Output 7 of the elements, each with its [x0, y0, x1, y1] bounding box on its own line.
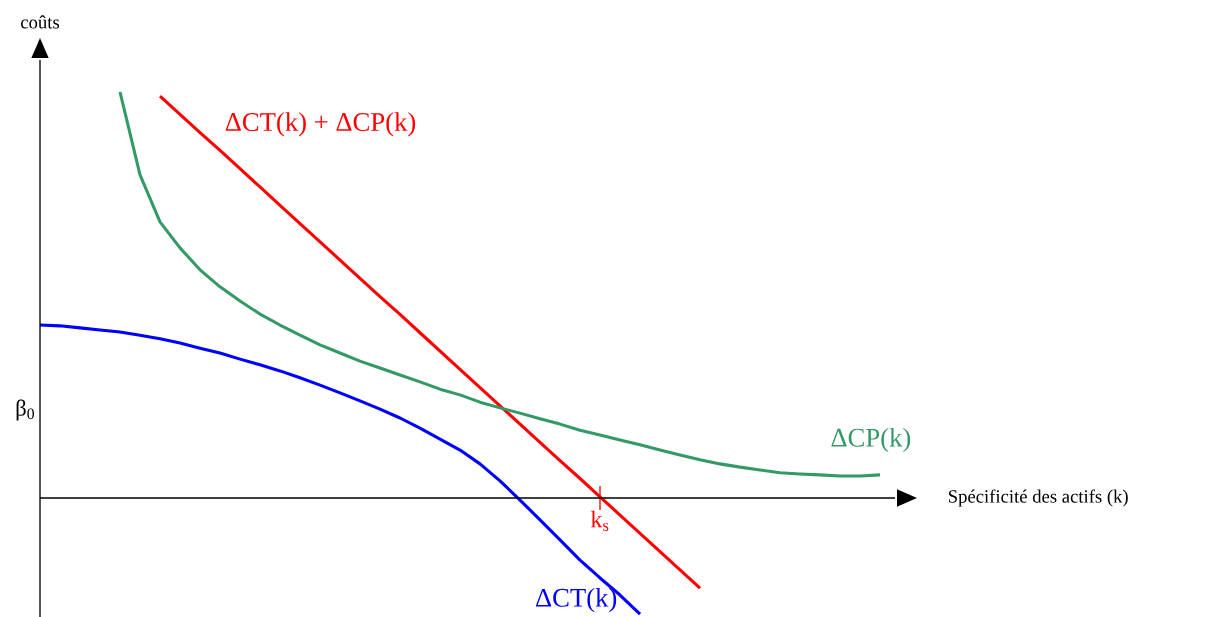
annotation: k$_{s}$: [590, 510, 609, 531]
series-label: ΔCP(k): [831, 427, 911, 453]
text: β$_{0}$: [16, 399, 35, 421]
series-label: ΔCT(k) + ΔCP(k): [225, 112, 416, 137]
series-label: ΔCT(k): [536, 588, 617, 613]
y-axis-title: coûts: [21, 15, 60, 29]
x-axis-title: Spécificité des actifs (k): [948, 489, 1128, 507]
